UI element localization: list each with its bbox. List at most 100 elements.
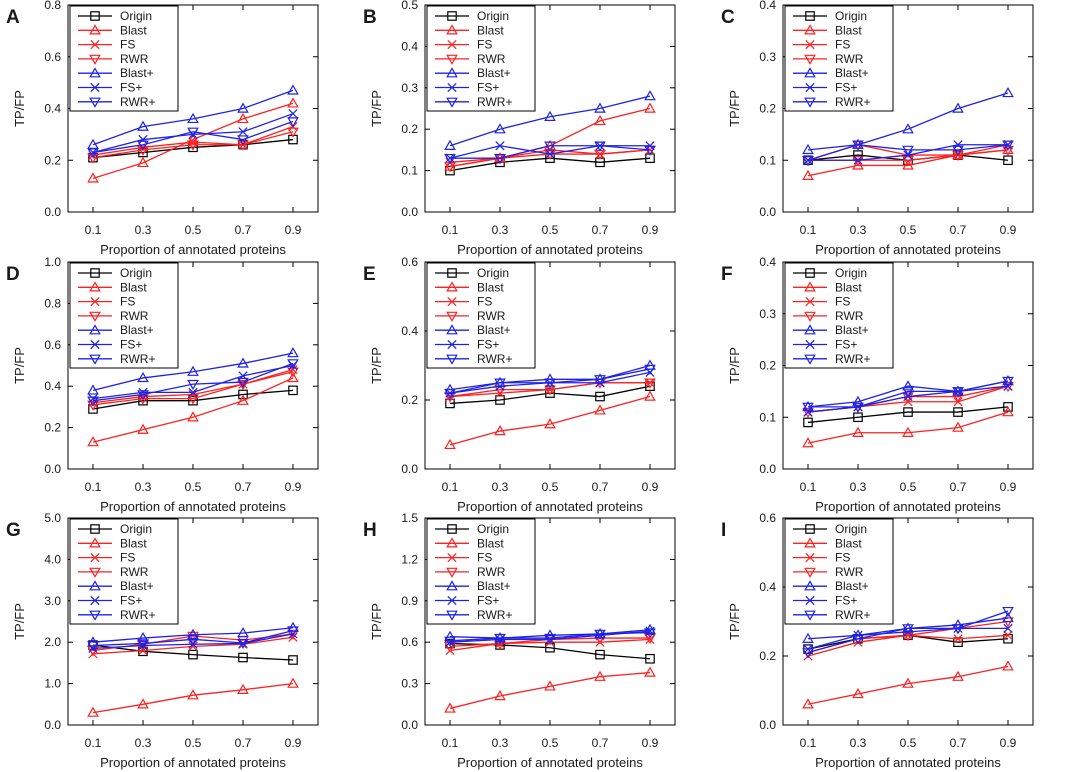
legend-label-blast-plus: Blast+ bbox=[477, 579, 511, 593]
y-tick-label: 0.0 bbox=[759, 205, 776, 219]
legend-label-blast: Blast bbox=[835, 280, 862, 294]
data-point-blast bbox=[644, 666, 656, 677]
data-point-blast bbox=[187, 411, 199, 422]
x-tick-label: 0.5 bbox=[185, 223, 202, 237]
legend-label-fs-plus: FS+ bbox=[477, 338, 499, 352]
data-point-rwr-plus bbox=[644, 145, 656, 156]
y-tick-label: 3.0 bbox=[44, 594, 61, 608]
legend-marker-origin bbox=[90, 11, 100, 21]
legend-label-fs-plus: FS+ bbox=[835, 594, 857, 608]
y-tick-label: 0.4 bbox=[759, 580, 776, 594]
series-line-rwr bbox=[92, 633, 294, 652]
legend-marker-blast-plus bbox=[89, 67, 101, 78]
data-point-rwr-plus bbox=[802, 156, 814, 167]
y-tick-label: 0.2 bbox=[44, 421, 61, 435]
legend-marker-fs-plus bbox=[90, 82, 100, 93]
series-line-blast-plus bbox=[807, 92, 1009, 151]
y-tick-label: 0.2 bbox=[44, 153, 61, 167]
legend-label-rwr: RWR bbox=[120, 309, 149, 323]
x-tick-label: 0.1 bbox=[442, 480, 459, 494]
series-line-blast-plus bbox=[449, 95, 651, 147]
legend-marker-blast bbox=[804, 537, 816, 548]
data-point-fs-plus bbox=[445, 637, 455, 647]
y-tick-label: 0.2 bbox=[759, 649, 776, 663]
data-point-blast-plus bbox=[187, 365, 199, 376]
legend-marker-rwr bbox=[804, 567, 816, 578]
data-point-blast-plus bbox=[802, 632, 814, 643]
x-axis-label: Proportion of annotated proteins bbox=[815, 242, 1001, 257]
legend-label-rwr: RWR bbox=[477, 565, 506, 579]
legend-label-fs: FS bbox=[477, 551, 492, 565]
series-line-blast-plus bbox=[92, 627, 294, 643]
x-axis-label: Proportion of annotated proteins bbox=[815, 755, 1001, 770]
legend-marker-blast bbox=[89, 24, 101, 35]
data-point-origin bbox=[288, 134, 298, 145]
legend-marker-fs-plus bbox=[447, 339, 457, 350]
data-point-rwr bbox=[952, 392, 964, 403]
data-point-origin bbox=[445, 398, 455, 409]
data-point-rwr-plus bbox=[494, 153, 506, 165]
x-tick-label: 0.1 bbox=[85, 223, 102, 237]
y-tick-label: 0.3 bbox=[401, 81, 418, 95]
series-line-rwr-plus bbox=[92, 629, 294, 647]
data-point-blast-plus bbox=[137, 120, 149, 131]
data-point-blast-plus bbox=[802, 143, 814, 155]
data-point-rwr-plus bbox=[802, 402, 814, 413]
data-point-blast-plus bbox=[137, 632, 149, 643]
data-point-blast bbox=[1002, 406, 1014, 417]
series-line-blast bbox=[807, 665, 1009, 705]
x-axis-label: Proportion of annotated proteins bbox=[100, 499, 286, 514]
data-point-blast-plus bbox=[644, 90, 656, 101]
data-point-blast bbox=[237, 394, 249, 405]
y-axis-label: TP/FP bbox=[12, 347, 27, 384]
data-point-origin bbox=[495, 395, 505, 405]
legend-marker-blast-plus bbox=[446, 67, 458, 78]
legend-label-rwr: RWR bbox=[835, 309, 864, 323]
data-point-rwr-plus bbox=[87, 641, 99, 652]
y-tick-label: 0.0 bbox=[401, 205, 418, 219]
legend-marker-fs bbox=[447, 39, 457, 50]
legend-label-rwr-plus: RWR+ bbox=[120, 608, 155, 622]
legend-marker-blast bbox=[804, 24, 816, 35]
data-point-rwr bbox=[902, 156, 914, 167]
y-tick-label: 1.0 bbox=[44, 677, 61, 691]
chart-panel-g: G 0.0 1.0 2.0 3.0 4.0 5.0 0.1 0.3 0.5 0.7 0.9 Propor… bbox=[6, 511, 319, 770]
y-tick-label: 0.2 bbox=[401, 393, 418, 407]
data-point-blast-plus bbox=[494, 123, 506, 134]
legend-label-fs-plus: FS+ bbox=[120, 594, 142, 608]
legend-marker-rwr-plus bbox=[89, 610, 101, 621]
data-point-rwr-plus bbox=[87, 396, 99, 407]
data-point-rwr-plus bbox=[852, 634, 864, 645]
legend-label-fs: FS bbox=[835, 38, 850, 52]
legend-marker-blast bbox=[804, 281, 816, 292]
data-point-rwr-plus bbox=[237, 135, 249, 146]
series-line-blast bbox=[449, 671, 651, 710]
data-point-fs-plus bbox=[1003, 623, 1013, 634]
data-point-blast bbox=[444, 702, 456, 713]
legend-label-blast-plus: Blast+ bbox=[120, 579, 154, 593]
data-point-fs-plus bbox=[953, 140, 963, 150]
data-point-blast-plus bbox=[137, 371, 149, 383]
series-line-rwr-plus bbox=[92, 362, 294, 402]
data-point-rwr-plus bbox=[544, 141, 556, 152]
data-point-blast-plus bbox=[444, 139, 456, 150]
y-tick-label: 0.6 bbox=[44, 338, 61, 352]
legend-marker-origin bbox=[447, 11, 457, 21]
x-tick-label: 0.7 bbox=[235, 480, 252, 494]
legend-marker-fs bbox=[90, 39, 100, 50]
legend-label-fs: FS bbox=[120, 551, 135, 565]
data-point-fs-plus bbox=[138, 134, 148, 145]
legend-marker-blast-plus bbox=[89, 324, 101, 335]
series-line-blast bbox=[92, 102, 294, 179]
data-point-origin bbox=[853, 412, 863, 423]
series-line-rwr-plus bbox=[449, 368, 651, 394]
data-point-blast bbox=[237, 683, 249, 695]
panel-label: C bbox=[721, 7, 735, 28]
series-line-rwr-plus bbox=[807, 144, 1009, 161]
data-point-blast-plus bbox=[952, 102, 964, 113]
legend-marker-origin bbox=[447, 268, 457, 278]
legend-marker-rwr-plus bbox=[89, 97, 101, 108]
data-point-origin bbox=[595, 391, 605, 402]
legend-marker-fs bbox=[90, 296, 100, 307]
